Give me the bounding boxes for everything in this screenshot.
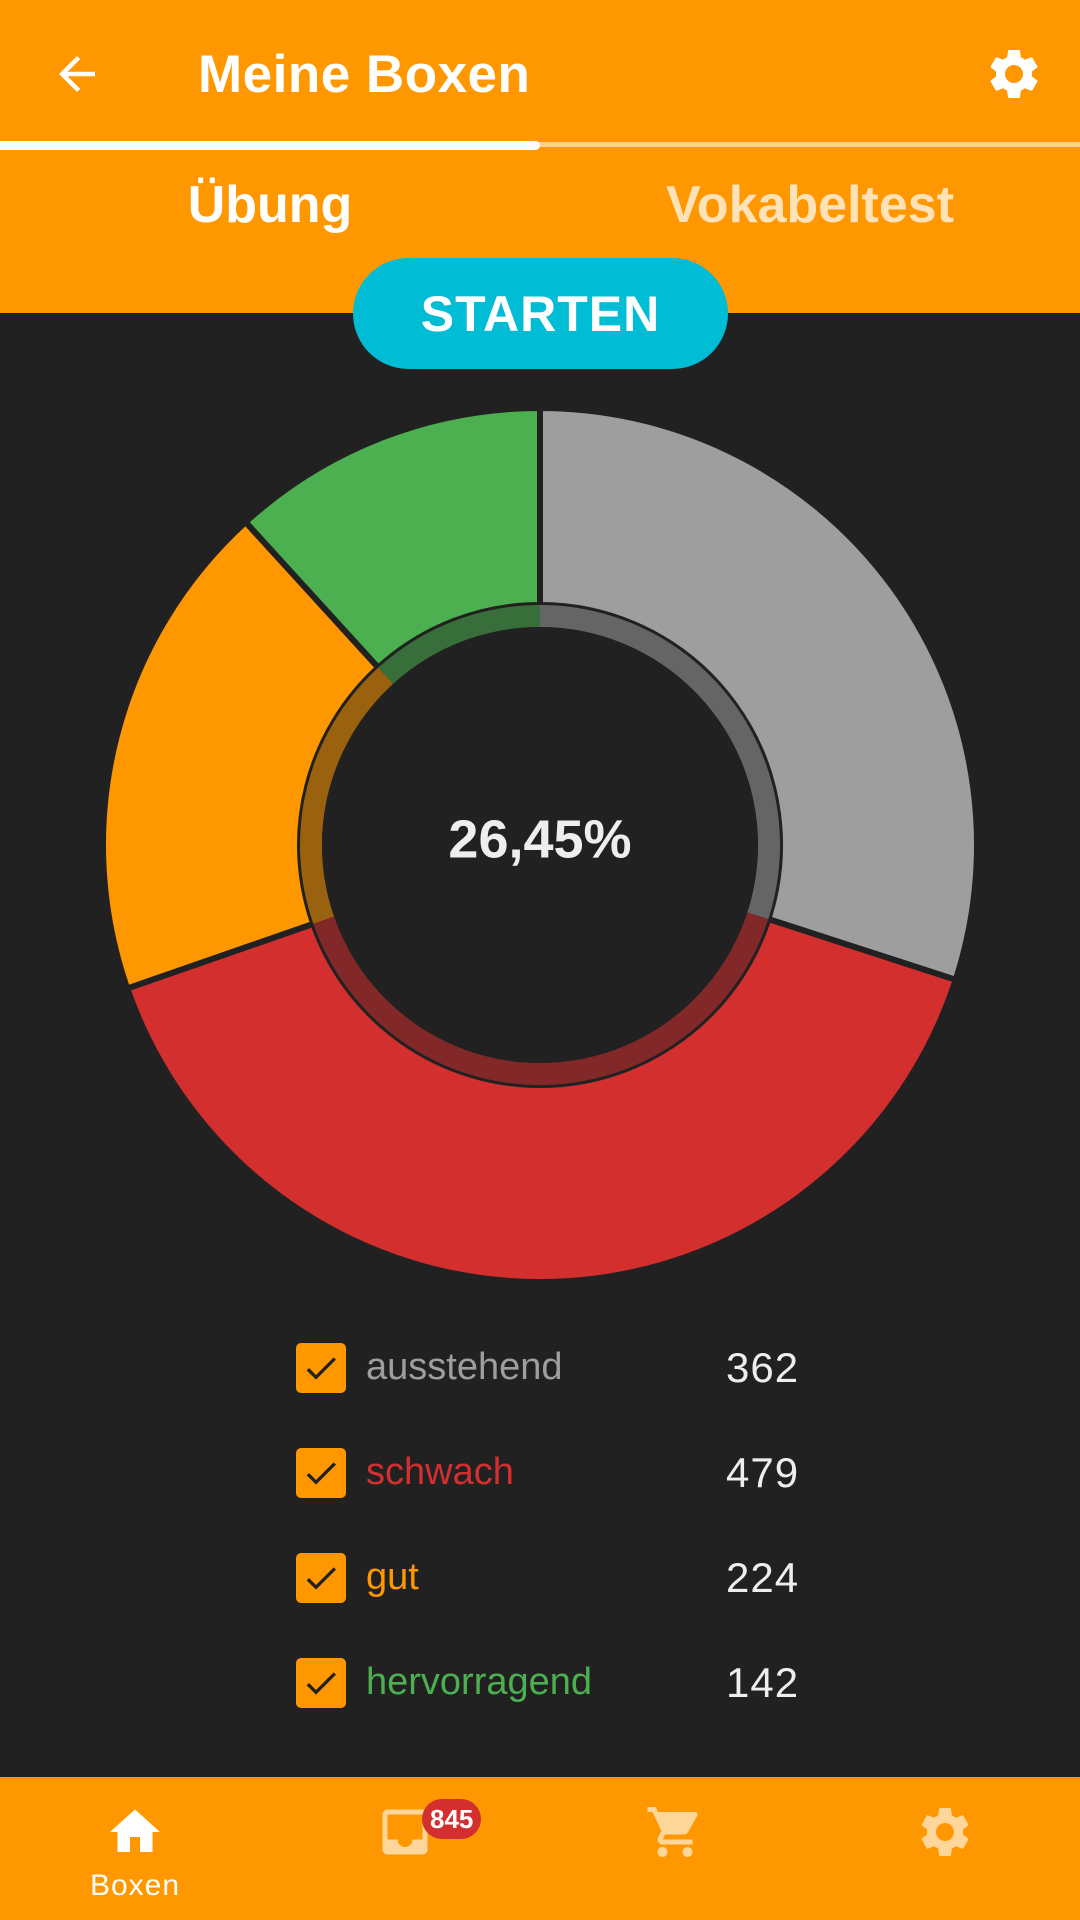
legend-row-hervorragend: hervorragend 142 — [296, 1630, 856, 1735]
legend-count-schwach: 479 — [726, 1448, 800, 1496]
legend-label-hervorragend: hervorragend — [366, 1661, 593, 1703]
percentage-label: 26,45% — [448, 809, 631, 869]
legend: ausstehend 362 schwach 479 gut 224 hervo… — [296, 1315, 856, 1735]
pie-inner-ring-gut — [300, 667, 394, 924]
tab-track — [0, 142, 1080, 147]
check-icon — [306, 1566, 336, 1590]
tab-vokabeltest[interactable]: Vokabeltest — [665, 176, 955, 234]
pie-inner-ring-hervorragend — [378, 605, 540, 684]
checkbox-gut[interactable] — [296, 1552, 346, 1603]
gear-icon — [990, 49, 1038, 98]
donut-hole — [322, 627, 758, 1063]
home-icon — [110, 1809, 160, 1852]
legend-row-schwach: schwach 479 — [296, 1420, 856, 1525]
legend-row-ausstehend: ausstehend 362 — [296, 1315, 856, 1420]
nav-item-shop[interactable] — [540, 1777, 810, 1920]
back-button[interactable] — [27, 24, 127, 124]
check-icon — [306, 1671, 336, 1695]
bottom-nav: Boxen 845 — [0, 1777, 1080, 1920]
nav-item-inbox[interactable]: 845 — [270, 1777, 540, 1920]
pie-inner-ring-schwach — [313, 912, 769, 1085]
checkbox-hervorragend[interactable] — [296, 1657, 346, 1708]
legend-label-schwach: schwach — [366, 1451, 514, 1493]
donut-chart: 26,45% — [100, 405, 980, 1285]
legend-count-hervorragend: 142 — [726, 1658, 800, 1706]
page-title: Meine Boxen — [198, 45, 531, 104]
start-button[interactable]: STARTEN — [353, 258, 728, 369]
inbox-icon — [382, 1809, 428, 1855]
cart-icon — [647, 1807, 698, 1857]
nav-item-boxen[interactable]: Boxen — [0, 1777, 270, 1920]
check-icon — [306, 1461, 336, 1485]
settings-button[interactable] — [964, 24, 1064, 124]
pie-inner-ring-ausstehend — [540, 605, 780, 920]
app-bar: Meine Boxen Übung Vokabeltest — [0, 0, 1080, 313]
legend-label-gut: gut — [366, 1556, 419, 1598]
tab-indicator — [0, 141, 540, 150]
nav-item-settings[interactable] — [810, 1777, 1080, 1920]
legend-count-ausstehend: 362 — [726, 1343, 800, 1391]
gear-icon — [921, 1808, 969, 1856]
tab-uebung[interactable]: Übung — [187, 176, 353, 234]
notification-badge: 845 — [422, 1799, 482, 1839]
legend-count-gut: 224 — [726, 1553, 800, 1601]
check-icon — [306, 1356, 336, 1380]
checkbox-schwach[interactable] — [296, 1447, 346, 1498]
nav-label-boxen: Boxen — [89, 1869, 181, 1902]
checkbox-ausstehend[interactable] — [296, 1342, 346, 1393]
legend-row-gut: gut 224 — [296, 1525, 856, 1630]
legend-label-ausstehend: ausstehend — [366, 1346, 563, 1388]
arrow-left-icon — [59, 56, 95, 92]
